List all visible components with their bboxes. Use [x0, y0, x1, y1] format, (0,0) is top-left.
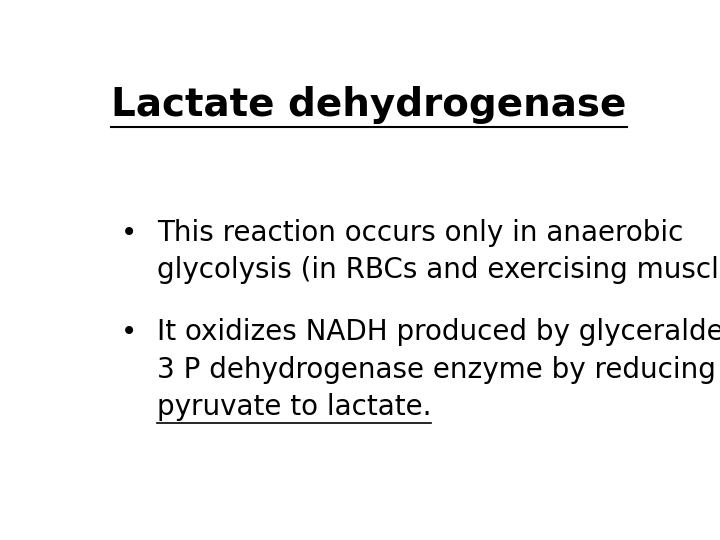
Text: Lactate dehydrogenase: Lactate dehydrogenase: [112, 85, 626, 124]
Text: pyruvate to lactate.: pyruvate to lactate.: [157, 393, 431, 421]
Text: It oxidizes NADH produced by glyceraldehydes: It oxidizes NADH produced by glyceraldeh…: [157, 319, 720, 347]
Text: •: •: [121, 319, 138, 347]
Text: 3 P dehydrogenase enzyme by reducing: 3 P dehydrogenase enzyme by reducing: [157, 356, 716, 384]
Text: This reaction occurs only in anaerobic: This reaction occurs only in anaerobic: [157, 219, 683, 247]
Text: •: •: [121, 219, 138, 247]
Text: glycolysis (in RBCs and exercising muscles): glycolysis (in RBCs and exercising muscl…: [157, 256, 720, 284]
